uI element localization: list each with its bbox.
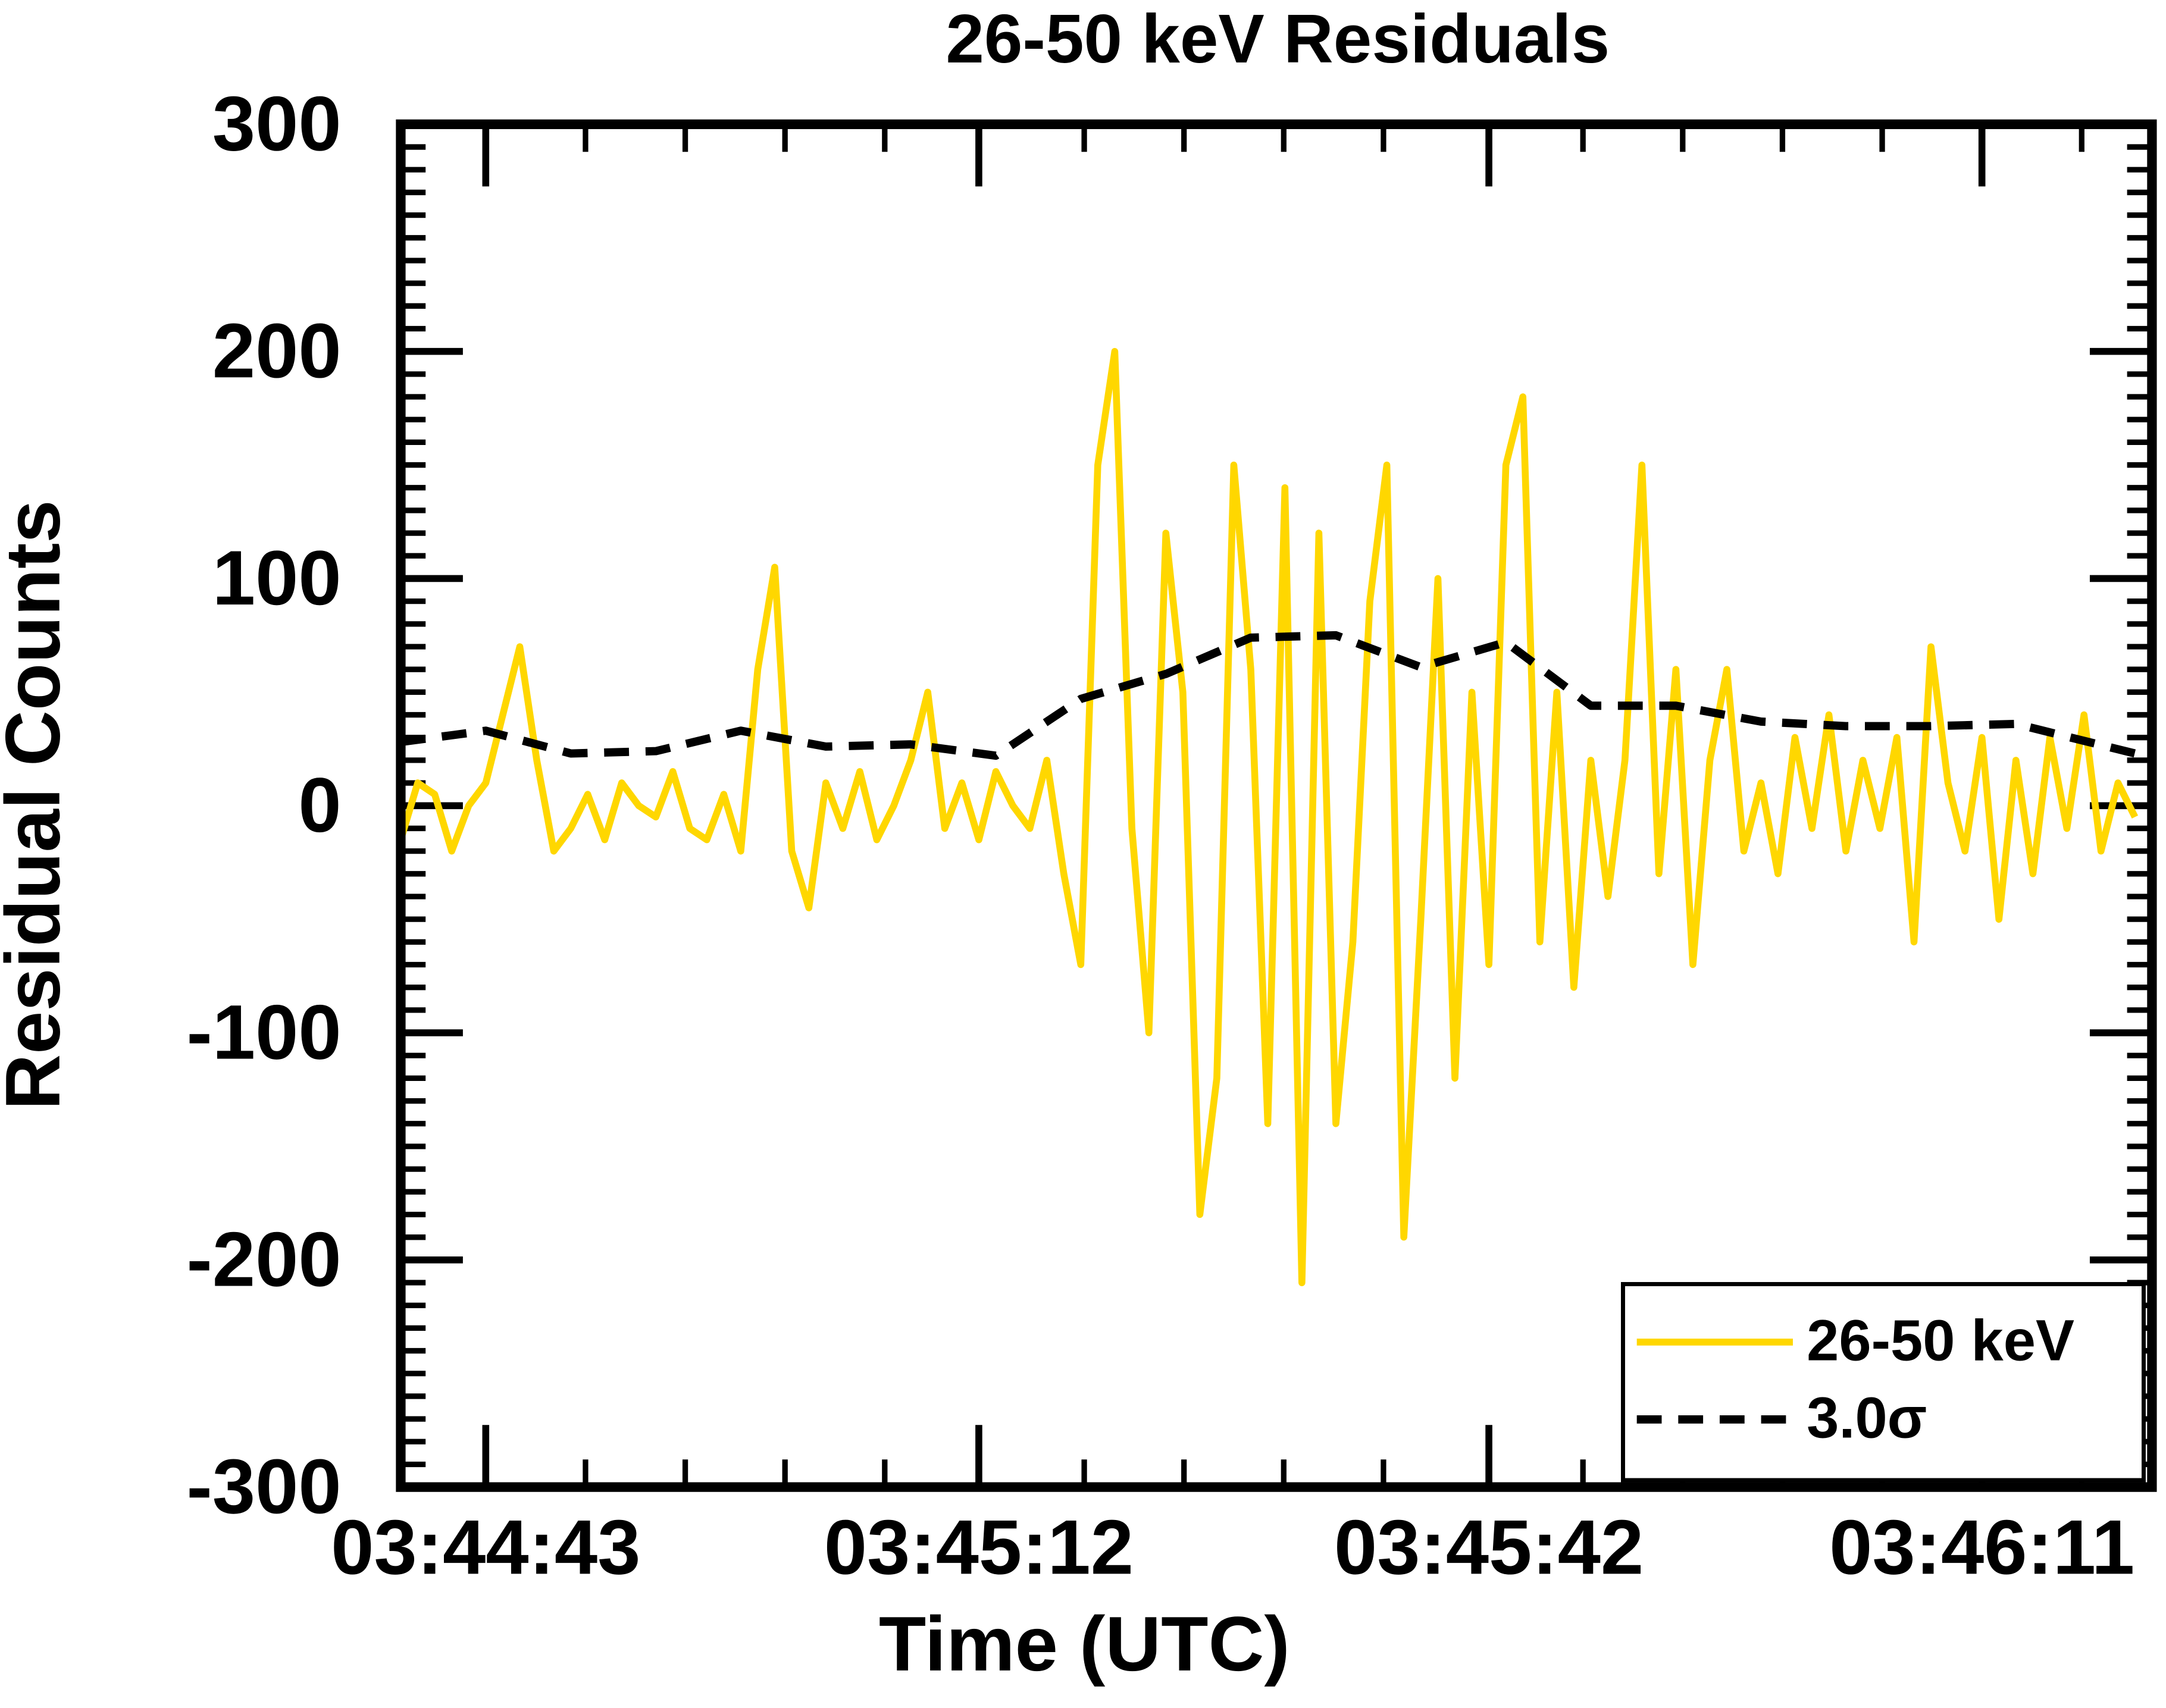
y-tick-label: 100	[212, 534, 342, 621]
x-axis-label: Time (UTC)	[879, 1600, 1290, 1687]
y-axis-label: Residual Counts	[0, 500, 76, 1110]
x-tick-label: 03:45:42	[1334, 1503, 1644, 1590]
legend-box	[1621, 1281, 2146, 1483]
y-tick-label: -200	[187, 1215, 342, 1302]
legend-label: 3.0σ	[1807, 1385, 1927, 1450]
chart-title: 26-50 keV Residuals	[946, 0, 1610, 77]
series-line	[400, 631, 2136, 760]
y-tick-label: 200	[212, 307, 342, 394]
y-tick-label: -300	[187, 1443, 342, 1530]
y-tick-label: 300	[212, 80, 342, 167]
y-tick-label: 0	[298, 761, 341, 848]
y-tick-label: -100	[187, 989, 342, 1076]
series-line	[397, 347, 2139, 1286]
x-tick-label: 03:45:12	[824, 1503, 1134, 1590]
legend-label: 26-50 keV	[1807, 1308, 2074, 1372]
x-tick-label: 03:44:43	[331, 1503, 640, 1590]
plot-frame	[396, 119, 2157, 1492]
x-tick-label: 03:46:11	[1829, 1503, 2134, 1590]
